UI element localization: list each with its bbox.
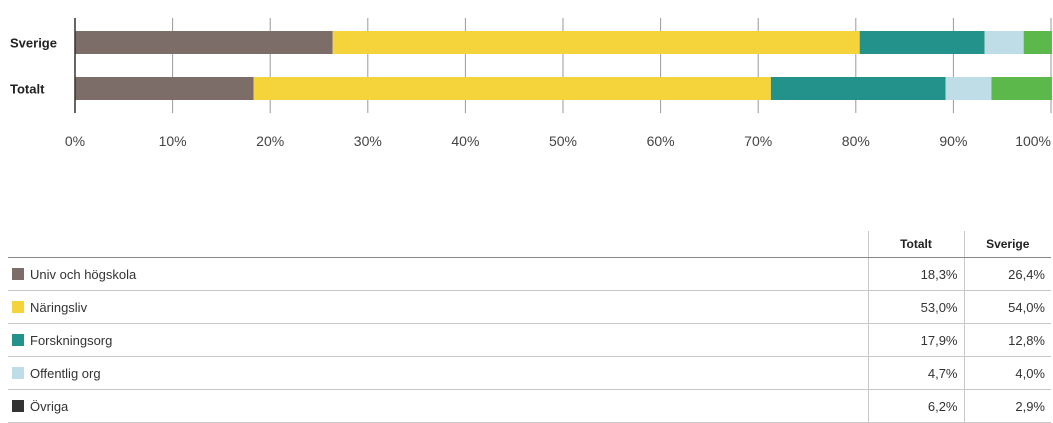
row-label-cell: Näringsliv xyxy=(8,290,868,324)
table-row: Univ och högskola 18,3% 26,4% xyxy=(8,257,1051,291)
bar-segment xyxy=(75,77,254,100)
value-totalt: 4,7% xyxy=(867,356,964,390)
table-row: Offentlig org 4,7% 4,0% xyxy=(8,356,1051,390)
x-tick-label: 60% xyxy=(647,133,675,149)
x-tick-label: 0% xyxy=(65,133,85,149)
legend-swatch xyxy=(12,300,24,313)
value-sverige: 2,9% xyxy=(963,389,1051,423)
row-label: Forskningsorg xyxy=(30,332,113,348)
x-tick-label: 70% xyxy=(744,133,772,149)
value-totalt: 53,0% xyxy=(867,290,964,324)
bar-segment xyxy=(991,77,1052,100)
bar-segment xyxy=(859,31,985,54)
x-tick-label: 90% xyxy=(939,133,967,149)
category-label: Totalt xyxy=(10,82,45,97)
x-tick-label: 10% xyxy=(159,133,187,149)
table-row: Näringsliv 53,0% 54,0% xyxy=(8,290,1051,324)
x-tick-label: 20% xyxy=(256,133,284,149)
value-totalt: 17,9% xyxy=(867,323,964,357)
legend-swatch xyxy=(12,399,24,412)
column-header-sverige: Sverige xyxy=(963,231,1051,258)
table-row: Forskningsorg 17,9% 12,8% xyxy=(8,323,1051,357)
row-label: Offentlig org xyxy=(30,365,101,381)
column-header-totalt: Totalt xyxy=(867,231,964,258)
table-header-spacer xyxy=(8,231,868,258)
table-header-row: Totalt Sverige xyxy=(8,231,1051,258)
x-tick-label: 100% xyxy=(1015,133,1051,149)
x-tick-label: 30% xyxy=(354,133,382,149)
row-label: Övriga xyxy=(30,398,69,414)
data-table: Totalt Sverige Univ och högskola 18,3% 26,… xyxy=(8,231,1051,423)
value-sverige: 26,4% xyxy=(963,257,1051,291)
legend-swatch xyxy=(12,366,24,379)
table-row: Övriga 6,2% 2,9% xyxy=(8,389,1051,423)
stacked-bar-chart: Sverige Totalt 0% 10% 20% 30% 40% 50% 60% 70% 80% 9… xyxy=(10,18,1052,149)
value-totalt: 6,2% xyxy=(867,389,964,423)
value-sverige: 54,0% xyxy=(963,290,1051,324)
legend-swatch xyxy=(12,333,24,346)
x-tick-label: 50% xyxy=(549,133,577,149)
row-label-cell: Offentlig org xyxy=(8,356,868,390)
value-sverige: 4,0% xyxy=(963,356,1051,390)
row-label: Univ och högskola xyxy=(30,266,137,282)
bar-segment xyxy=(75,31,333,54)
x-tick-label: 80% xyxy=(842,133,870,149)
legend-swatch xyxy=(12,267,24,280)
x-tick-label: 40% xyxy=(451,133,479,149)
row-label-cell: Övriga xyxy=(8,389,868,423)
bar-segment xyxy=(770,77,946,100)
value-sverige: 12,8% xyxy=(963,323,1051,357)
value-totalt: 18,3% xyxy=(867,257,964,291)
category-label: Sverige xyxy=(10,36,57,51)
row-label-cell: Univ och högskola xyxy=(8,257,868,291)
bar-segment xyxy=(984,31,1024,54)
bar-segment xyxy=(1023,31,1052,54)
bar-segment xyxy=(332,31,860,54)
row-label-cell: Forskningsorg xyxy=(8,323,868,357)
bar-segment xyxy=(253,77,771,100)
bar-segment xyxy=(945,77,992,100)
row-label: Näringsliv xyxy=(30,299,88,315)
